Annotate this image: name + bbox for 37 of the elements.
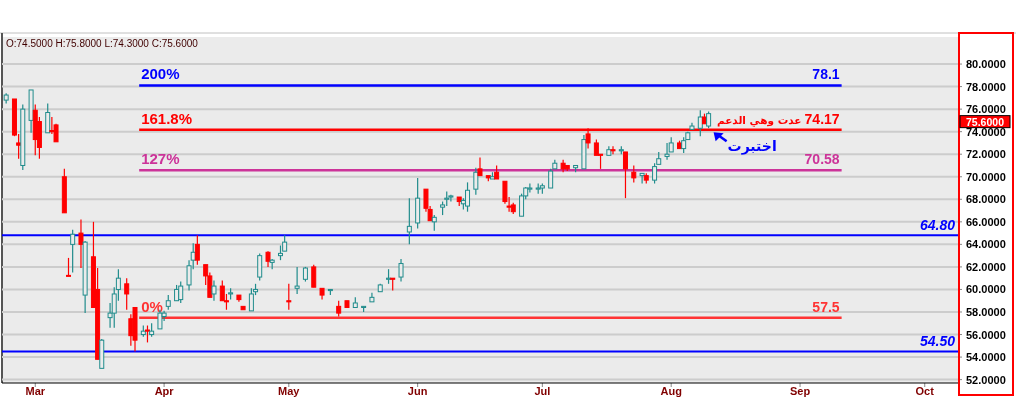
y-tick-label: 60.0000 — [966, 283, 1006, 296]
y-tick-label: 72.0000 — [966, 148, 1006, 161]
y-tick-label: 54.0000 — [966, 351, 1006, 364]
ref-line-label: 54.50 — [919, 333, 956, 350]
x-tick-label: Jul — [534, 385, 551, 397]
series-label: 0% — [141, 297, 163, 315]
x-tick-label: Aug — [660, 385, 682, 397]
y-tick-label: 56.0000 — [966, 328, 1006, 341]
text: 75.6000 — [966, 115, 1005, 128]
x-tick-label: Jun — [407, 385, 428, 397]
y-tick-label: 66.0000 — [966, 215, 1006, 228]
y-tick-label: 64.0000 — [966, 238, 1006, 251]
x-tick-label: Apr — [154, 385, 175, 397]
annotation: اختبرت — [727, 138, 777, 156]
x-tick-label: Mar — [25, 385, 46, 397]
x-tick-label: May — [278, 385, 301, 397]
data-label: 57.5 — [812, 298, 840, 315]
series-label: 200% — [141, 65, 180, 83]
y-tick-label: 62.0000 — [966, 260, 1006, 273]
x-tick-label: Oct — [915, 385, 935, 397]
annotation: O:74.5000 H:75.8000 L:74.3000 C:75.6000 — [6, 38, 199, 49]
series-label: 161.8% — [141, 109, 193, 127]
series-label: 127% — [141, 150, 180, 168]
y-tick-label: 58.0000 — [966, 306, 1006, 318]
y-tick-label: 70.0000 — [966, 170, 1006, 183]
y-tick-label: 76.0000 — [966, 103, 1006, 116]
y-tick-label: 68.0000 — [966, 193, 1006, 206]
y-tick-label: 80.0000 — [966, 58, 1006, 71]
x-tick-label: Sep — [789, 385, 811, 397]
y-tick-label: 74.0000 — [966, 125, 1006, 138]
annotation: عدت وهي الدعم — [716, 113, 802, 127]
data-label: 74.17 — [804, 110, 840, 127]
ref-line-label: 64.80 — [919, 217, 956, 234]
y-tick-label: 78.0000 — [966, 80, 1006, 93]
data-label: 78.1 — [812, 66, 840, 83]
data-label: 70.58 — [804, 151, 840, 168]
y-tick-label: 52.0000 — [966, 373, 1006, 386]
